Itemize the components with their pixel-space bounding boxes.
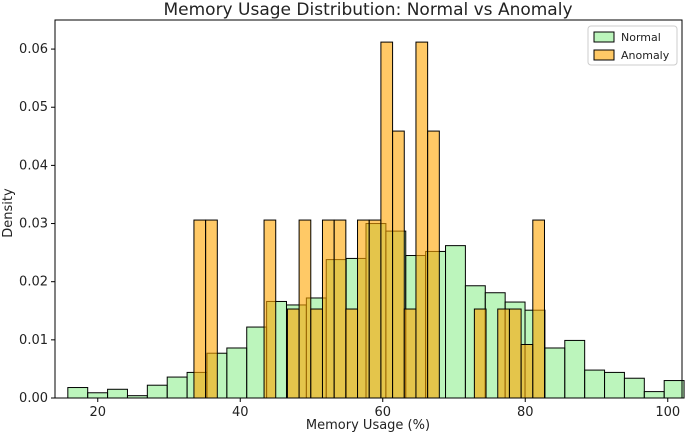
anomaly-series-bars (193, 41, 545, 399)
normal-bar (643, 391, 665, 399)
anomaly-bar (473, 308, 487, 399)
legend-swatch-anomaly (593, 49, 615, 61)
x-tick-label: 40 (232, 405, 249, 420)
anomaly-bar (403, 308, 417, 399)
legend: Normal Anomaly (587, 25, 678, 66)
normal-bar (87, 392, 109, 399)
legend-label-normal: Normal (621, 31, 661, 44)
normal-bar (544, 347, 566, 399)
chart-title: Memory Usage Distribution: Normal vs Ano… (163, 0, 572, 20)
anomaly-bar (286, 308, 300, 399)
normal-bar (67, 387, 89, 399)
anomaly-bar (497, 308, 510, 399)
normal-bar (564, 339, 586, 399)
y-tick-label: 0.06 (19, 42, 48, 57)
anomaly-bar (205, 219, 218, 399)
anomaly-bar (310, 308, 323, 399)
x-axis: 20 40 60 80 100 (89, 398, 680, 420)
anomaly-bar (333, 219, 347, 399)
anomaly-bar (298, 219, 312, 399)
anomaly-bar (415, 41, 429, 399)
anomaly-bar (508, 308, 522, 399)
y-axis: 0.00 0.01 0.02 0.03 0.04 0.05 0.06 (19, 42, 55, 406)
y-tick-label: 0.03 (19, 217, 48, 232)
anomaly-bar (321, 219, 335, 399)
x-axis-title: Memory Usage (%) (306, 418, 430, 433)
normal-bar (146, 384, 168, 399)
x-tick-label: 100 (655, 405, 680, 420)
normal-bar (107, 388, 128, 399)
y-axis-title: Density (1, 188, 16, 238)
y-tick-label: 0.05 (19, 100, 48, 115)
anomaly-bar (427, 130, 440, 399)
y-tick-label: 0.01 (19, 333, 48, 348)
anomaly-bar (532, 219, 545, 399)
legend-swatch-normal (593, 31, 615, 43)
y-tick-label: 0.02 (19, 275, 48, 290)
anomaly-bar (380, 41, 394, 399)
plot-frame (54, 19, 683, 399)
normal-bar (166, 376, 188, 399)
normal-bar (445, 245, 466, 399)
anomaly-bar (392, 130, 405, 399)
anomaly-bar (263, 219, 277, 399)
normal-bar (226, 347, 248, 399)
x-tick-label: 20 (89, 405, 106, 420)
anomaly-bar (193, 219, 207, 399)
y-tick-label: 0.00 (19, 391, 48, 406)
normal-bar (604, 371, 625, 399)
normal-bar (623, 377, 645, 399)
x-tick-label: 80 (517, 405, 534, 420)
legend-label-anomaly: Anomaly (621, 49, 670, 62)
anomaly-bar (345, 308, 359, 399)
normal-bar (663, 380, 685, 399)
y-tick-label: 0.04 (19, 158, 48, 173)
normal-bar (584, 369, 606, 399)
anomaly-bar (520, 343, 534, 399)
anomaly-bar (357, 219, 370, 399)
anomaly-bar (368, 219, 382, 399)
x-tick-label: 60 (374, 405, 391, 420)
